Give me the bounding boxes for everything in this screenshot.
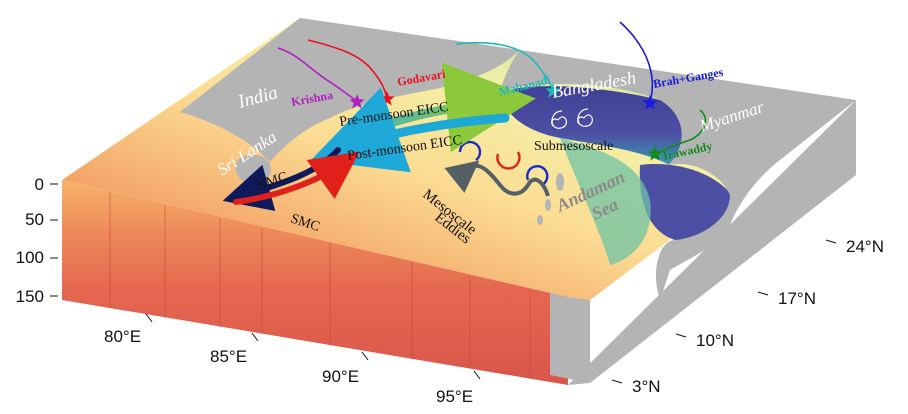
latitude-axis: 3°N 10°N 17°N 24°N xyxy=(632,237,884,396)
andaman-islands xyxy=(537,173,564,225)
star-brah xyxy=(642,95,658,110)
freshwater-plume-north xyxy=(500,86,684,165)
lon-tick-marks xyxy=(145,313,481,380)
depth-tick-marks xyxy=(50,183,58,297)
star-irawaddy xyxy=(647,146,663,161)
lat-tick-24: 24°N xyxy=(846,237,884,256)
depth-tick-150: 150 xyxy=(16,287,44,306)
eddy-red xyxy=(496,151,521,170)
lon-tick-95: 95°E xyxy=(436,387,473,406)
depth-tick-100: 100 xyxy=(16,248,44,267)
lat-tick-3: 3°N xyxy=(632,377,661,396)
lon-tick-90: 90°E xyxy=(322,367,359,386)
river-brah-ganges xyxy=(619,21,654,103)
river-irawaddy xyxy=(655,109,707,155)
freshwater-plume-east xyxy=(639,164,735,241)
smc-arrow xyxy=(233,151,360,205)
front-face-streaks xyxy=(109,192,531,379)
lat-tick-17: 17°N xyxy=(778,289,816,308)
longitude-axis: 80°E 85°E 90°E 95°E xyxy=(104,327,473,406)
star-mahanadi xyxy=(545,83,561,98)
submesoscale-swirls xyxy=(551,108,593,129)
box-front-face xyxy=(62,180,568,385)
lon-tick-85: 85°E xyxy=(210,347,247,366)
post-monsoon-eicc-arrow xyxy=(311,87,510,173)
eddy-blue-2 xyxy=(526,165,549,187)
lat-tick-marks xyxy=(611,239,837,384)
lat-tick-10: 10°N xyxy=(696,331,734,350)
land-bangladesh-myanmar xyxy=(500,50,856,300)
label-submesoscale: Submesoscale xyxy=(534,139,613,154)
depth-tick-50: 50 xyxy=(25,210,44,229)
mesoscale-wave-arrow xyxy=(444,160,550,197)
front-land-slab xyxy=(550,292,590,383)
lon-tick-80: 80°E xyxy=(104,327,141,346)
depth-tick-0: 0 xyxy=(35,175,44,194)
depth-axis: 0 50 100 150 xyxy=(16,175,44,306)
river-mahanadi xyxy=(455,41,554,91)
freshwater-transition xyxy=(560,138,651,265)
